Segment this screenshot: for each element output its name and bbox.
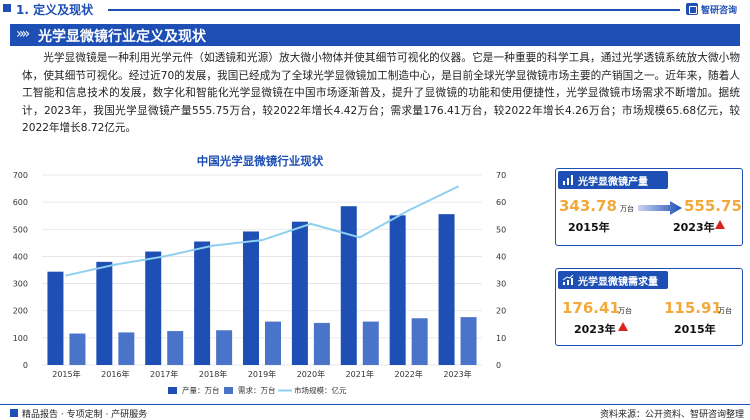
production-bar — [389, 215, 406, 365]
y-tick-label: 100 — [13, 334, 28, 343]
market-size-point — [358, 236, 361, 239]
market-size-point — [163, 255, 166, 258]
demand-bar — [118, 332, 135, 365]
y2-tick-label: 70 — [496, 171, 506, 180]
y2-tick-label: 20 — [496, 307, 506, 316]
x-tick-label: 2019年 — [248, 369, 276, 379]
market-size-point — [211, 244, 215, 247]
footer-divider — [0, 404, 750, 405]
bar-chart-icon — [563, 175, 573, 185]
top-header: 1. 定义及现状 智研咨询 — [0, 0, 750, 20]
footer-slogan: 精品报告 · 专项定制 · 产研服务 — [22, 410, 148, 420]
legend-label: 需求：万台 — [238, 385, 276, 395]
chart-title: 中国光学显微镜行业现状 — [196, 154, 324, 168]
demand-card: 光学显微镜需求量 176.41 万台 2023年 115.91 万台 2015年 — [555, 268, 743, 346]
production-bar — [194, 241, 211, 365]
market-size-point — [260, 238, 264, 242]
x-tick-label: 2020年 — [297, 369, 325, 379]
production-2015-value: 343.78 — [559, 197, 617, 215]
logo-text: 智研咨询 — [701, 6, 738, 16]
y2-tick-label: 10 — [496, 334, 506, 343]
section-title: 1. 定义及现状 — [16, 3, 94, 17]
x-tick-label: 2018年 — [199, 369, 227, 379]
header-divider — [108, 9, 680, 11]
demand-bar — [69, 333, 86, 365]
y-tick-label: 0 — [23, 361, 28, 370]
production-bar — [438, 214, 455, 365]
legend-label: 市场规模：亿元 — [294, 385, 347, 395]
legend-label: 产量：万台 — [182, 385, 220, 395]
market-size-point — [114, 263, 117, 266]
legend-swatch — [224, 387, 233, 394]
production-bar — [47, 271, 64, 365]
legend-swatch — [168, 387, 177, 394]
production-2023-value: 555.75 — [684, 197, 742, 215]
combo-chart: 0 100 200 300 400 500 600 700 0 10 20 30 40 50 60 70 201… — [13, 171, 506, 395]
production-bar — [145, 251, 162, 365]
footer-marker — [10, 409, 18, 417]
production-bar — [96, 261, 113, 365]
intro-paragraph: 光学显微镜是一种利用光学元件（如透镜和光源）放大微小物体并使其细节可视化的仪器。… — [22, 52, 740, 134]
y-tick-label: 300 — [13, 280, 28, 289]
demand-card-title: 光学显微镜需求量 — [578, 277, 658, 288]
logo: 智研咨询 — [686, 3, 748, 17]
demand-bar — [411, 318, 428, 365]
x-tick-label: 2021年 — [346, 369, 374, 379]
production-2023-year: 2023年 — [673, 221, 715, 234]
x-tick-label: 2022年 — [394, 369, 422, 379]
x-tick-label: 2016年 — [101, 369, 129, 379]
demand-2015-unit: 万台 — [718, 307, 732, 315]
x-tick-label: 2023年 — [443, 369, 471, 379]
demand-2023-year: 2023年 — [574, 323, 616, 336]
market-size-point — [65, 274, 68, 277]
production-2015-unit: 万台 — [620, 205, 634, 213]
x-tick-label: 2017年 — [150, 369, 178, 379]
market-size-point — [407, 209, 410, 212]
demand-bar — [460, 317, 477, 365]
y2-tick-label: 40 — [496, 252, 506, 261]
production-card-title: 光学显微镜产量 — [578, 177, 648, 188]
demand-bar — [265, 321, 281, 365]
market-size-point — [309, 222, 313, 226]
demand-2023-value: 176.41 — [562, 299, 620, 317]
title-banner: »» 光学显微镜行业定义及现状 — [10, 24, 740, 46]
y-tick-label: 700 — [13, 171, 28, 180]
demand-bar — [216, 330, 233, 365]
section-marker — [3, 4, 11, 12]
demand-card-header: 光学显微镜需求量 — [558, 271, 668, 289]
up-arrow-icon — [618, 322, 628, 331]
demand-2015-value: 115.91 — [664, 299, 722, 317]
source-note: 资料来源：公开资料、智研咨询整理 — [599, 410, 744, 420]
y-tick-label: 600 — [13, 198, 28, 207]
market-size-point — [456, 185, 459, 188]
demand-2015-year: 2015年 — [674, 323, 716, 336]
page-title: 光学显微镜行业定义及现状 — [38, 29, 206, 45]
demand-bar — [362, 321, 379, 365]
y-tick-label: 200 — [13, 307, 28, 316]
y-tick-label: 400 — [13, 252, 28, 261]
up-arrow-icon — [715, 220, 725, 229]
y2-tick-label: 30 — [496, 280, 506, 289]
y2-tick-label: 50 — [496, 225, 506, 234]
trend-chart-icon — [562, 274, 574, 285]
y-tick-label: 500 — [13, 225, 28, 234]
production-card-header: 光学显微镜产量 — [558, 171, 668, 189]
y2-tick-label: 0 — [496, 361, 501, 370]
chevron-right-icon: »» — [16, 26, 30, 42]
production-bar — [291, 221, 308, 365]
x-tick-label: 2015年 — [52, 369, 80, 379]
production-2015-year: 2015年 — [568, 221, 610, 234]
production-bar — [340, 206, 357, 365]
production-card: 光学显微镜产量 343.78 万台 2015年 555.75 2023年 — [555, 168, 743, 246]
production-bar — [243, 231, 259, 365]
arrow-right-icon — [638, 201, 682, 215]
demand-2023-unit: 万台 — [618, 307, 632, 315]
demand-bar — [313, 322, 330, 365]
footer: 精品报告 · 专项定制 · 产研服务 资料来源：公开资料、智研咨询整理 — [0, 404, 750, 420]
demand-bar — [167, 331, 184, 365]
logo-icon — [686, 3, 698, 15]
y2-tick-label: 60 — [496, 198, 506, 207]
